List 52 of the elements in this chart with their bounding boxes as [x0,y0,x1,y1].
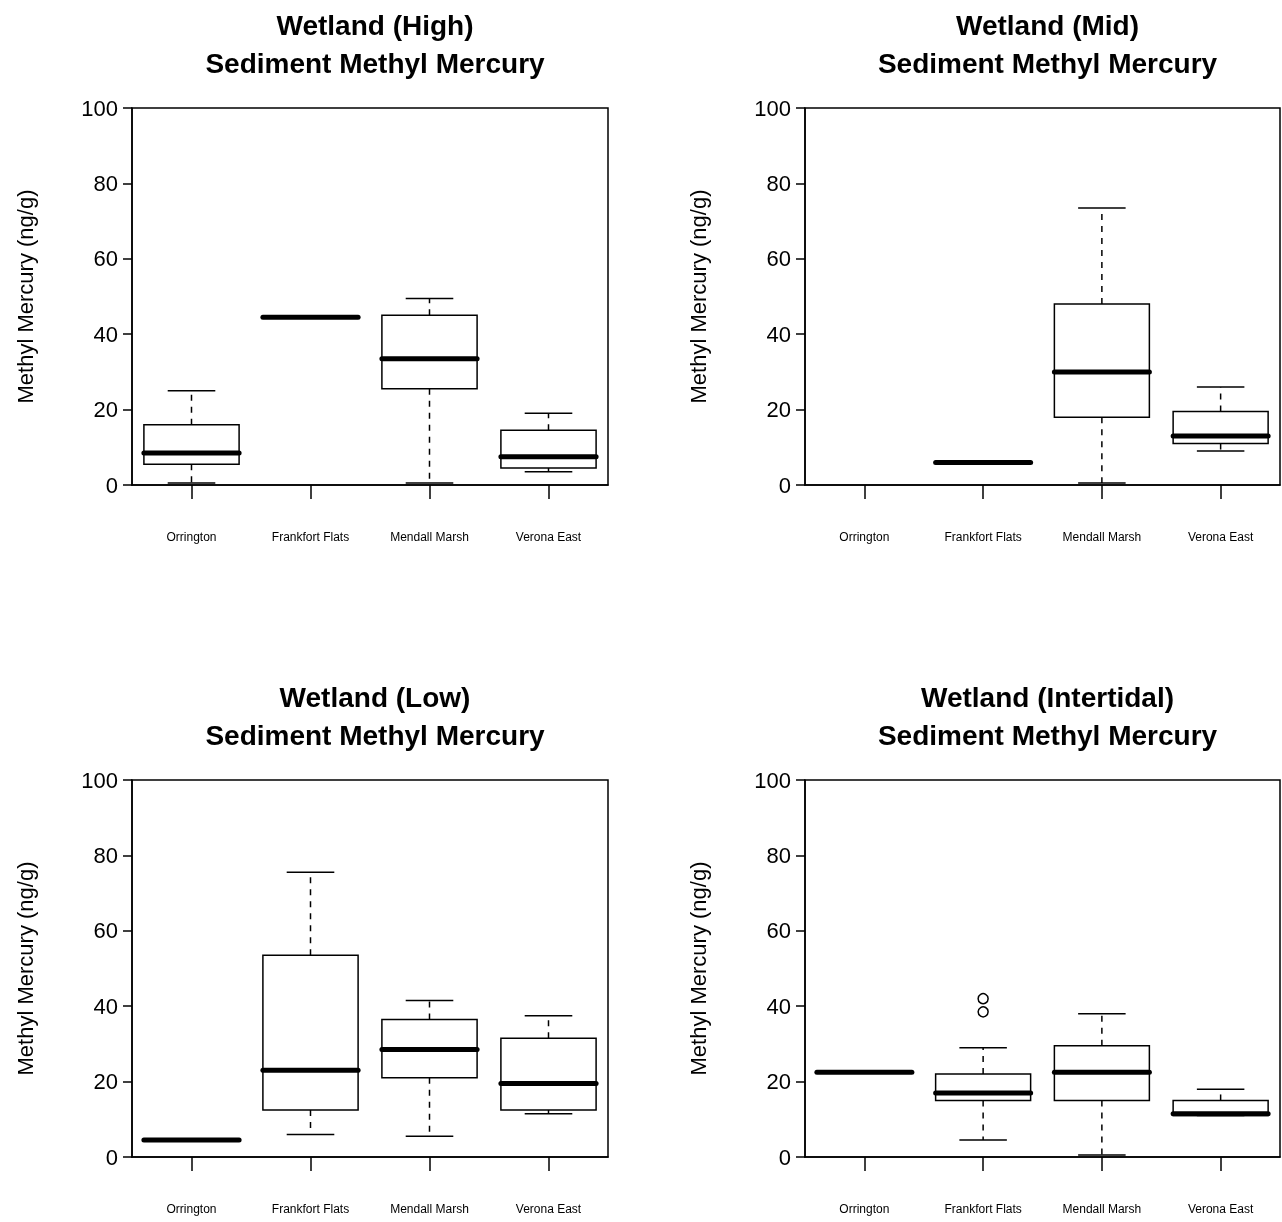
y-tick-label: 20 [766,1069,791,1095]
x-tick-label: Frankfort Flats [271,1202,350,1216]
y-tick-label: 0 [105,1144,118,1170]
x-tick-label: Verona East [515,1202,582,1216]
x-tick-label: Mendall Marsh [1062,530,1142,544]
x-tick-label: Orrington [839,1202,890,1216]
y-tick-label: 100 [754,95,791,121]
y-tick-label: 60 [766,246,791,272]
y-tick-label: 60 [93,246,118,272]
chart-subtitle: Sediment Methyl Mercury [877,47,1218,79]
x-tick-label: Orrington [166,530,217,544]
y-tick-label: 60 [93,918,118,944]
y-tick-label: 40 [93,993,118,1019]
x-tick-label: Mendall Marsh [390,1202,469,1216]
y-tick-label: 60 [766,918,791,944]
x-tick-label: Frankfort Flats [944,1202,1022,1216]
x-tick-label: Verona East [1187,530,1254,544]
x-tick-label: Mendall Marsh [1062,1202,1142,1216]
y-tick-label: 100 [754,767,791,793]
y-tick-label: 80 [93,842,118,868]
y-tick-label: 80 [766,842,791,868]
chart-title: Wetland (Intertidal) [920,681,1175,713]
x-tick-label: Verona East [1187,1202,1254,1216]
x-tick-label: Verona East [515,530,582,544]
chart-subtitle: Sediment Methyl Mercury [205,719,546,751]
x-tick-label: Orrington [839,530,890,544]
y-tick-label: 100 [81,95,118,121]
y-tick-label: 20 [766,397,791,423]
y-tick-label: 40 [766,321,791,347]
y-tick-label: 0 [778,1144,791,1170]
y-tick-label: 0 [778,472,791,498]
y-tick-label: 80 [766,170,791,196]
y-axis-title: Methyl Mercury (ng/g) [685,189,711,404]
x-tick-label: Orrington [166,1202,217,1216]
y-tick-label: 0 [105,472,118,498]
chart-subtitle: Sediment Methyl Mercury [205,47,546,79]
y-tick-label: 80 [93,170,118,196]
x-tick-label: Frankfort Flats [271,530,350,544]
y-axis-title: Methyl Mercury (ng/g) [12,861,38,1076]
chart-subtitle: Sediment Methyl Mercury [877,719,1218,751]
chart-title: Wetland (High) [276,9,474,41]
y-tick-label: 40 [93,321,118,347]
chart-title: Wetland (Mid) [955,9,1140,41]
y-tick-label: 40 [766,993,791,1019]
x-tick-label: Frankfort Flats [944,530,1022,544]
y-axis-title: Methyl Mercury (ng/g) [12,189,38,404]
y-tick-label: 20 [93,1069,118,1095]
y-tick-label: 20 [93,397,118,423]
y-tick-label: 100 [81,767,118,793]
chart-title: Wetland (Low) [279,681,471,713]
x-tick-label: Mendall Marsh [390,530,469,544]
y-axis-title: Methyl Mercury (ng/g) [685,861,711,1076]
